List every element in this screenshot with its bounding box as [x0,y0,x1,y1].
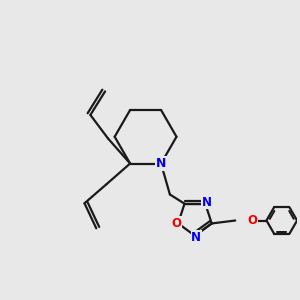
Text: O: O [247,214,257,227]
Text: N: N [191,231,201,244]
Text: N: N [156,157,166,170]
Text: N: N [202,196,212,209]
Text: O: O [172,217,182,230]
